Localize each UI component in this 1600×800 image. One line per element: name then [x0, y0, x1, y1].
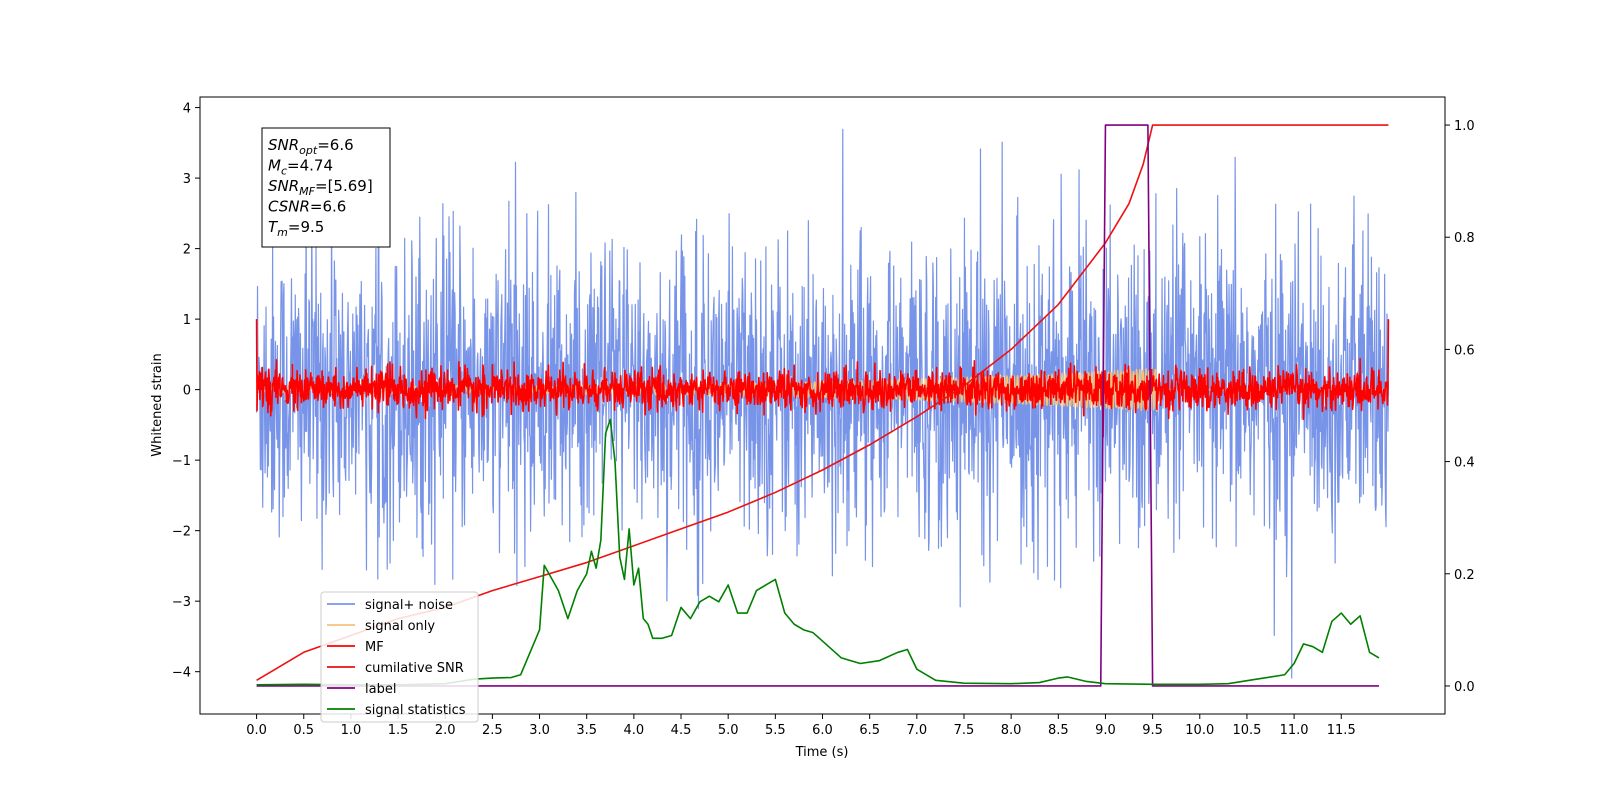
y-tick-label: 2 [183, 243, 191, 258]
x-tick-label: 1.5 [388, 723, 409, 738]
annotation-frame [261, 127, 391, 248]
annotation-value: =4.74 [287, 157, 333, 175]
legend-frame [320, 591, 479, 723]
annotation-subscript: MF [299, 185, 315, 198]
annotation-line: Tm=9.5 [268, 218, 324, 239]
x-tick-label: 3.5 [576, 723, 597, 738]
x-tick-label: 6.5 [859, 723, 880, 738]
y-tick-label: 1 [183, 313, 191, 328]
legend-entry: signal only [365, 619, 435, 634]
series-line-label [256, 124, 1379, 687]
x-tick-label: 5.0 [718, 723, 739, 738]
x-tick-label: 11.0 [1280, 723, 1309, 738]
x-tick-label: 7.0 [906, 723, 927, 738]
y2-tick-label: 0.4 [1454, 456, 1475, 471]
y-tick-label: 3 [183, 172, 191, 187]
y2-tick-label: 0.0 [1454, 680, 1475, 695]
annotation-line: SNRopt=6.6 [268, 136, 354, 157]
y-tick-label: −4 [172, 666, 191, 681]
y-tick-label: −2 [172, 525, 191, 540]
x-tick-label: 3.0 [529, 723, 550, 738]
x-tick-label: 7.5 [954, 723, 975, 738]
annotation-line: Mc=4.74 [268, 157, 333, 178]
x-axis-ticks: 0.0 0.5 1.0 1.5 2.0 2.5 3.0 3.5 4.0 4.5 5.0 5.5 6.0 6… [246, 714, 1356, 738]
x-tick-label: 9.5 [1142, 723, 1163, 738]
annotation-line: CSNR=6.6 [268, 198, 346, 216]
y2-tick-label: 0.8 [1454, 231, 1475, 246]
y2-tick-label: 1.0 [1454, 119, 1475, 134]
x-tick-label: 10.0 [1185, 723, 1214, 738]
x-tick-label: 11.5 [1327, 723, 1356, 738]
legend-entry: MF [365, 640, 384, 655]
x-tick-label: 6.0 [812, 723, 833, 738]
x-tick-label: 5.5 [765, 723, 786, 738]
x-tick-label: 0.5 [293, 723, 314, 738]
annotation-subscript: c [281, 165, 287, 178]
legend-entry: signal statistics [365, 703, 466, 718]
x-tick-label: 9.0 [1095, 723, 1116, 738]
y-tick-label: −1 [172, 454, 191, 469]
x-tick-label: 8.5 [1048, 723, 1069, 738]
x-tick-label: 0.0 [246, 723, 267, 738]
series-line-signal-statistics [256, 418, 1380, 686]
x-axis-label: Time (s) [795, 745, 849, 760]
legend: signal+ noise signal only MF cumilative SNR… [320, 591, 479, 723]
y-tick-label: 4 [183, 102, 191, 117]
y2-tick-label: 0.6 [1454, 343, 1475, 358]
x-tick-label: 4.5 [671, 723, 692, 738]
y2-tick-label: 0.2 [1454, 568, 1475, 583]
x-tick-label: 2.5 [482, 723, 503, 738]
annotation-value: =6.6 [317, 136, 353, 154]
y-axis-label: Whitened strain [150, 353, 165, 456]
legend-entry: cumilative SNR [365, 661, 464, 676]
annotation-line: SNRMF=[5.69] [268, 177, 373, 198]
legend-entry: label [365, 682, 396, 697]
x-tick-label: 4.0 [624, 723, 645, 738]
annotation-symbol: CSNR [268, 198, 310, 216]
y2-axis-ticks: 0.0 0.2 0.4 0.6 0.8 1.0 [1445, 119, 1475, 695]
annotation-value: =9.5 [288, 218, 324, 236]
annotation-value: =[5.69] [315, 177, 373, 195]
annotation-value: =6.6 [310, 198, 346, 216]
series-line-mf [255, 319, 1390, 438]
x-tick-label: 10.5 [1232, 723, 1261, 738]
annotation-subscript: opt [299, 144, 318, 157]
annotation-box: SNRopt=6.6Mc=4.74SNRMF=[5.69]CSNR=6.6Tm=… [261, 127, 391, 248]
y-tick-label: −3 [172, 595, 191, 610]
x-tick-label: 2.0 [435, 723, 456, 738]
x-tick-label: 1.0 [341, 723, 362, 738]
y-tick-label: 0 [183, 384, 191, 399]
legend-entry: signal+ noise [365, 598, 453, 613]
series-line-signal-noise [255, 128, 1390, 679]
x-tick-label: 8.0 [1001, 723, 1022, 738]
annotation-symbol: SNR [268, 177, 299, 195]
annotation-subscript: m [277, 226, 288, 239]
annotation-symbol: SNR [268, 136, 299, 154]
annotation-symbol: M [268, 157, 281, 175]
annotation-symbol: T [268, 218, 279, 236]
y-axis-ticks: 4 3 2 1 0 −1 −2 −3 −4 [172, 102, 200, 681]
